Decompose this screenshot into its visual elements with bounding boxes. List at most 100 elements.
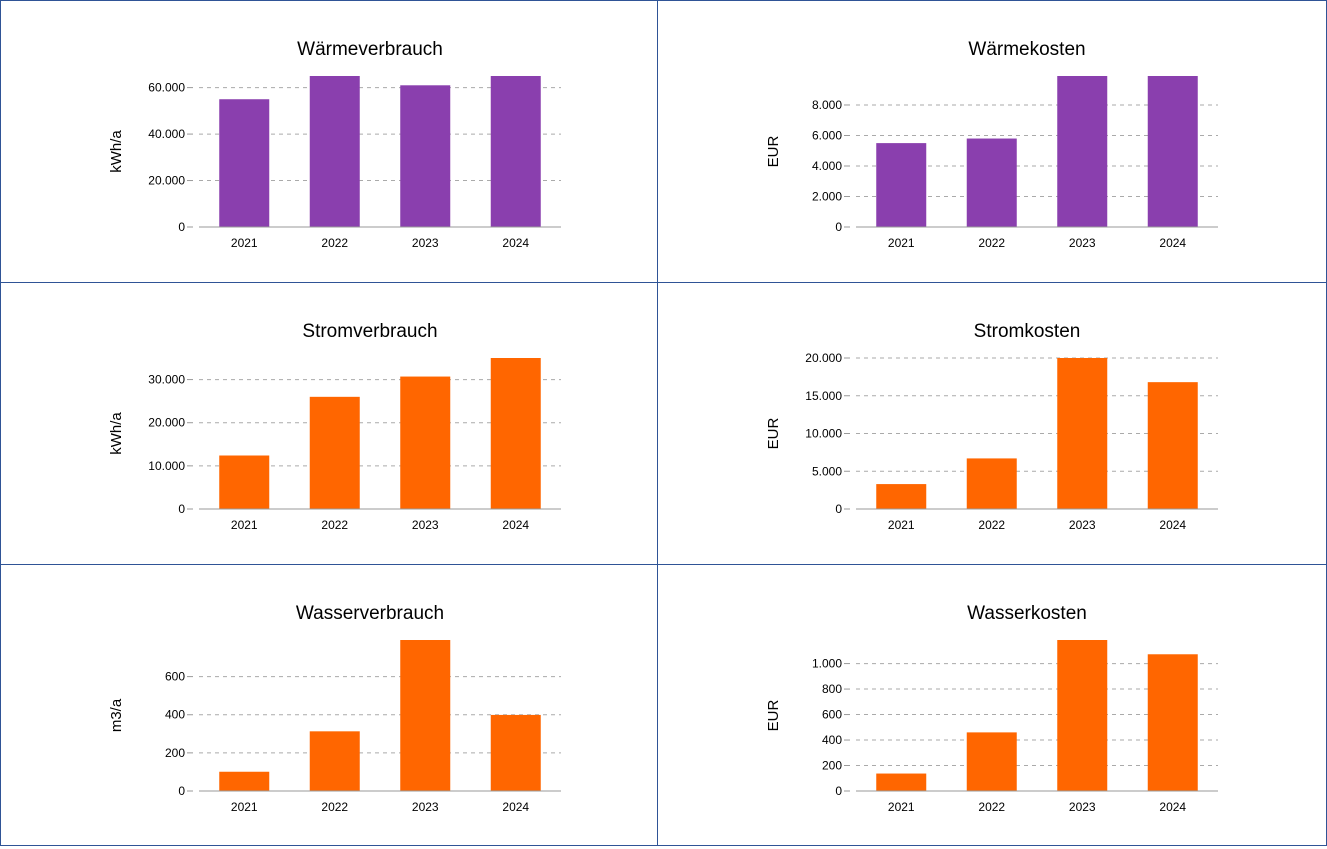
y-tick-label: 20.000: [148, 174, 185, 188]
chart-title: Wärmeverbrauch: [297, 39, 443, 60]
bar: [876, 484, 927, 509]
bar: [490, 76, 541, 227]
x-tick-label: 2023: [412, 518, 439, 532]
bar: [1057, 358, 1108, 509]
y-tick-label: 40.000: [148, 127, 185, 141]
x-tick-label: 2023: [412, 800, 439, 814]
chart-panel: Wärmekosten EUR 0 2.000 4.000 6.000 8.000 2021 2…: [657, 0, 1327, 284]
bar: [219, 455, 270, 509]
bar: [1147, 654, 1198, 791]
x-tick-label: 2022: [321, 236, 348, 250]
y-tick-label: 400: [165, 708, 185, 722]
bar: [1057, 76, 1108, 227]
y-tick-label: 10.000: [805, 427, 842, 441]
y-tick-label: 20.000: [805, 351, 842, 365]
y-axis-label: kWh/a: [108, 412, 125, 455]
y-tick-label: 800: [822, 682, 842, 696]
chart-panel: Stromkosten EUR 0 5.000 10.000 15.000 20.000 20…: [657, 282, 1327, 566]
bar: [219, 771, 270, 791]
y-tick-label: 5.000: [812, 464, 842, 478]
x-tick-label: 2024: [502, 518, 529, 532]
x-tick-label: 2021: [888, 800, 915, 814]
y-axis-label: EUR: [765, 699, 782, 731]
chart-title: Stromkosten: [974, 321, 1081, 342]
y-tick-label: 0: [178, 784, 185, 798]
y-tick-label: 15.000: [805, 389, 842, 403]
bar: [219, 99, 270, 227]
chart-title: Wasserverbrauch: [296, 603, 444, 624]
x-tick-label: 2021: [888, 236, 915, 250]
bar: [876, 143, 927, 227]
bar: [1057, 640, 1108, 791]
y-tick-label: 0: [835, 784, 842, 798]
x-tick-label: 2022: [978, 518, 1005, 532]
chart-title: Stromverbrauch: [302, 321, 437, 342]
y-tick-label: 600: [165, 670, 185, 684]
y-axis-label: EUR: [765, 417, 782, 449]
chart-panel: Wasserkosten EUR 0 200 400 600 800 1.000 2021 202…: [657, 564, 1327, 846]
bar: [1147, 76, 1198, 227]
y-tick-label: 0: [835, 502, 842, 516]
chart: Wärmekosten EUR 0 2.000 4.000 6.000 8.000 2021 2…: [765, 39, 1218, 250]
x-tick-label: 2024: [1159, 236, 1186, 250]
x-tick-label: 2021: [231, 236, 258, 250]
bar: [400, 376, 451, 509]
y-axis-label: m3/a: [108, 698, 125, 732]
y-tick-label: 30.000: [148, 373, 185, 387]
y-tick-label: 2.000: [812, 189, 842, 203]
chart: Wasserverbrauch m3/a 0 200 400 600 2021 2022 202…: [108, 603, 561, 814]
bar: [309, 396, 360, 509]
x-tick-label: 2023: [1069, 236, 1096, 250]
chart: Stromkosten EUR 0 5.000 10.000 15.000 20.000 20…: [765, 321, 1218, 532]
y-tick-label: 200: [822, 759, 842, 773]
y-tick-label: 0: [178, 502, 185, 516]
chart-panel: Stromverbrauch kWh/a 0 10.000 20.000 30.000 20…: [0, 282, 659, 566]
bar: [400, 640, 451, 791]
chart-title: Wärmekosten: [968, 39, 1085, 60]
chart: Stromverbrauch kWh/a 0 10.000 20.000 30.000 20…: [108, 321, 561, 532]
y-tick-label: 60.000: [148, 81, 185, 95]
chart-panel: Wasserverbrauch m3/a 0 200 400 600 2021 2022 202…: [0, 564, 659, 846]
bar: [1147, 382, 1198, 509]
bar: [400, 85, 451, 228]
y-tick-label: 4.000: [812, 159, 842, 173]
bar: [490, 714, 541, 791]
y-tick-label: 400: [822, 733, 842, 747]
x-tick-label: 2023: [1069, 518, 1096, 532]
y-axis-label: EUR: [765, 135, 782, 167]
x-tick-label: 2024: [502, 800, 529, 814]
bar: [966, 732, 1017, 791]
y-tick-label: 0: [835, 220, 842, 234]
x-tick-label: 2022: [978, 800, 1005, 814]
y-tick-label: 8.000: [812, 98, 842, 112]
bar: [309, 731, 360, 791]
bar: [490, 358, 541, 509]
y-tick-label: 6.000: [812, 128, 842, 142]
y-tick-label: 1.000: [812, 657, 842, 671]
x-tick-label: 2021: [888, 518, 915, 532]
chart-title: Wasserkosten: [967, 603, 1087, 624]
x-tick-label: 2023: [412, 236, 439, 250]
chart-panel: Wärmeverbrauch kWh/a 0 20.000 40.000 60.000 20…: [0, 0, 659, 284]
y-tick-label: 0: [178, 220, 185, 234]
y-tick-label: 20.000: [148, 416, 185, 430]
x-tick-label: 2024: [502, 236, 529, 250]
x-tick-label: 2024: [1159, 800, 1186, 814]
x-tick-label: 2024: [1159, 518, 1186, 532]
x-tick-label: 2021: [231, 800, 258, 814]
x-tick-label: 2021: [231, 518, 258, 532]
x-tick-label: 2022: [321, 800, 348, 814]
chart: Wärmeverbrauch kWh/a 0 20.000 40.000 60.000 20…: [108, 39, 561, 250]
bar: [966, 458, 1017, 509]
y-tick-label: 200: [165, 746, 185, 760]
y-tick-label: 600: [822, 708, 842, 722]
y-axis-label: kWh/a: [108, 130, 125, 173]
bar: [966, 138, 1017, 227]
y-tick-label: 10.000: [148, 459, 185, 473]
chart: Wasserkosten EUR 0 200 400 600 800 1.000 2021 202…: [765, 603, 1218, 814]
bar: [876, 773, 927, 791]
x-tick-label: 2022: [978, 236, 1005, 250]
bar: [309, 76, 360, 227]
x-tick-label: 2022: [321, 518, 348, 532]
